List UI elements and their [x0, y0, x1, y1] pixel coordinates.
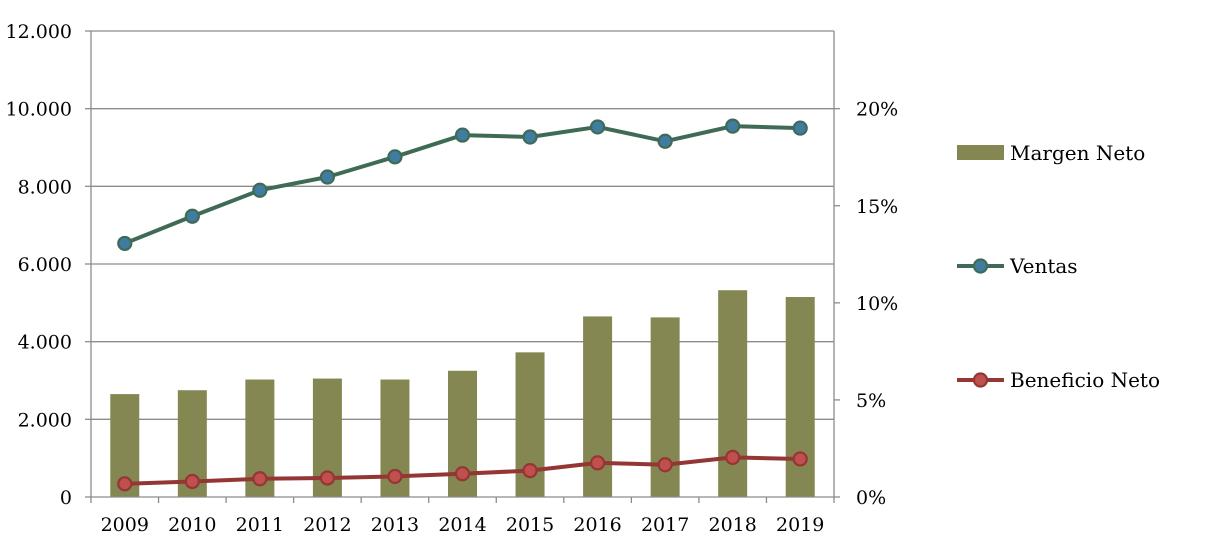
y-tick-label: 6.000: [18, 254, 72, 276]
legend-swatch-margen-neto: [957, 145, 1004, 160]
x-tick-label: 2018: [709, 514, 757, 536]
point-beneficio-neto-2014: [454, 466, 471, 482]
point-ventas-2013: [387, 149, 403, 165]
point-ventas-2019: [792, 120, 808, 136]
point-ventas-2014: [454, 127, 471, 143]
y2-tick-label: 0%: [856, 487, 886, 509]
point-beneficio-neto-2015: [522, 462, 538, 479]
point-beneficio-neto-2018: [725, 449, 741, 465]
bar-2018: [718, 290, 748, 497]
x-tick-label: 2017: [641, 514, 689, 536]
legend-label-margen-neto: Margen Neto: [1010, 141, 1145, 165]
y-tick-label: 4.000: [18, 332, 72, 354]
bars-margen-neto: [110, 290, 815, 497]
point-ventas-2018: [725, 118, 741, 134]
point-ventas-2009: [117, 235, 133, 252]
x-tick-label: 2015: [506, 514, 554, 536]
x-tick-label: 2012: [303, 514, 351, 536]
y2-tick-label: 5%: [856, 390, 886, 412]
point-beneficio-neto-2013: [387, 468, 403, 485]
point-beneficio-neto-2012: [319, 470, 336, 486]
y-tick-label: 12.000: [6, 21, 72, 43]
point-ventas-2017: [657, 133, 673, 149]
point-beneficio-neto-2011: [252, 471, 268, 487]
legend: Margen Neto Ventas Beneficio Neto: [957, 141, 1160, 392]
x-tick-label: 2011: [236, 514, 284, 536]
line-ventas: [124, 124, 801, 246]
y2-tick-label: 15%: [856, 196, 898, 218]
legend-label-beneficio-neto: Beneficio Neto: [1010, 368, 1160, 392]
x-tick-label: 2016: [573, 514, 621, 536]
point-ventas-2015: [522, 129, 538, 145]
x-tick-label: 2014: [438, 514, 486, 536]
y-tick-label: 0: [60, 487, 72, 509]
point-beneficio-neto-2016: [589, 455, 606, 471]
legend-marker-ventas: [972, 258, 989, 274]
point-beneficio-neto-2019: [792, 451, 808, 467]
x-tick-label: 2010: [168, 514, 216, 536]
y2-tick-label: 20%: [856, 99, 898, 121]
lines: [117, 118, 808, 492]
point-ventas-2016: [589, 119, 606, 135]
y2-tick-label: 10%: [856, 293, 898, 315]
x-tick-label: 2009: [101, 514, 149, 536]
x-tick-label: 2013: [371, 514, 419, 536]
bar-2019: [785, 297, 815, 497]
x-tick-label: 2019: [776, 514, 824, 536]
gridlines: [91, 30, 834, 420]
axes: 0 2.000 4.000 6.000 8.000 10.000 12.000 0% 5% 10%…: [6, 21, 899, 536]
point-ventas-2011: [252, 182, 268, 198]
legend-marker-beneficio-neto: [972, 372, 989, 388]
y-tick-label: 2.000: [18, 409, 72, 431]
legend-label-ventas: Ventas: [1009, 254, 1078, 278]
point-ventas-2012: [319, 169, 336, 185]
point-beneficio-neto-2009: [117, 476, 133, 492]
point-beneficio-neto-2017: [657, 457, 673, 473]
point-ventas-2010: [184, 208, 200, 224]
point-beneficio-neto-2010: [184, 473, 200, 490]
y-tick-label: 8.000: [18, 176, 72, 198]
y-tick-label: 10.000: [6, 99, 72, 121]
